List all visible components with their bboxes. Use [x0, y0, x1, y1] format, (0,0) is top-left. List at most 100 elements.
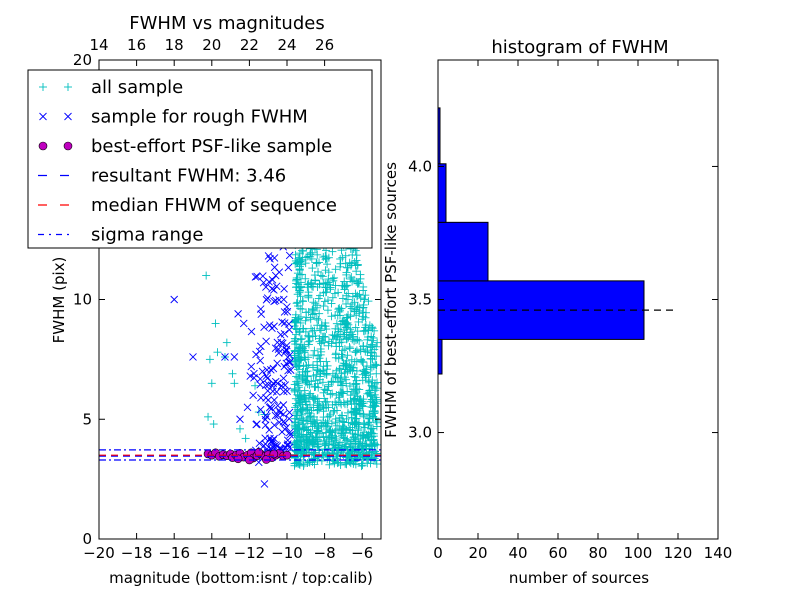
- all-sample-point: [293, 298, 302, 307]
- rough-sample-point: [270, 421, 279, 429]
- all-sample-point: [347, 355, 356, 364]
- all-sample-point: [300, 348, 309, 357]
- all-sample-point: [356, 294, 365, 303]
- rough-sample-point: [275, 406, 283, 415]
- all-sample-point: [372, 460, 381, 469]
- all-sample-point: [295, 249, 304, 258]
- all-sample-point: [371, 360, 380, 369]
- all-sample-point: [348, 429, 357, 438]
- all-sample-point: [309, 363, 318, 372]
- all-sample-point: [347, 304, 356, 313]
- legend-entry: resultant FWHM: 3.46: [38, 166, 286, 187]
- all-sample-point: [321, 439, 330, 448]
- all-sample-point: [340, 285, 349, 294]
- all-sample-point: [360, 295, 369, 304]
- all-sample-point: [318, 272, 327, 281]
- rough-sample-point: [272, 282, 281, 291]
- all-sample-point: [314, 267, 323, 276]
- rough-sample-point: [256, 380, 265, 389]
- rough-sample-point: [279, 401, 288, 409]
- all-sample-point: [298, 296, 307, 305]
- all-sample-point: [297, 430, 306, 439]
- rough-sample-point: [265, 277, 273, 286]
- rough-sample-point: [260, 323, 268, 331]
- legend-entry: sample for rough FWHM: [39, 107, 308, 128]
- all-sample-point: [314, 294, 323, 303]
- psf-sample-point: [269, 449, 279, 459]
- all-sample-point: [333, 421, 342, 430]
- histogram-y-tick-label: 3.5: [408, 291, 432, 309]
- rough-sample-point: [273, 338, 282, 347]
- histogram-x-label: number of sources: [509, 569, 649, 587]
- rough-sample-point: [278, 318, 286, 326]
- rough-sample-point: [285, 251, 294, 260]
- all-sample-point: [319, 302, 328, 311]
- all-sample-point: [331, 281, 340, 290]
- all-sample-point: [318, 450, 327, 459]
- rough-sample-point: [274, 349, 283, 357]
- scatter-y-tick-label: 5: [82, 410, 92, 428]
- scatter-top-tick-label: 26: [315, 36, 334, 54]
- scatter-x-tick-label: −6: [351, 544, 373, 562]
- all-sample-point: [344, 418, 353, 427]
- rough-sample-point: [247, 362, 256, 371]
- all-sample-point: [310, 450, 319, 459]
- all-sample-point: [299, 404, 308, 413]
- all-sample-point: [313, 439, 322, 448]
- all-sample-point: [324, 380, 333, 389]
- histogram-x-tick-label: 20: [468, 544, 487, 562]
- all-sample-point: [313, 250, 322, 259]
- all-sample-point: [314, 442, 323, 451]
- all-sample-point: [290, 430, 299, 439]
- all-sample-point: [345, 343, 354, 352]
- all-sample-point: [361, 313, 370, 322]
- all-sample-point: [317, 456, 326, 465]
- all-sample-point: [295, 314, 304, 323]
- all-sample-point: [318, 429, 327, 438]
- all-sample-point: [335, 342, 344, 351]
- all-sample-point: [338, 294, 347, 303]
- all-sample-point: [348, 419, 357, 428]
- all-sample-point: [328, 247, 337, 256]
- rough-sample-point: [257, 394, 265, 402]
- rough-sample-point: [285, 414, 293, 423]
- all-sample-point: [366, 354, 375, 363]
- rough-sample-point: [283, 307, 292, 316]
- all-sample-point: [236, 424, 244, 433]
- all-sample-point: [338, 352, 347, 361]
- all-sample-point: [305, 332, 314, 341]
- all-sample-point: [323, 283, 332, 292]
- all-sample-point: [336, 259, 345, 268]
- all-sample-point: [368, 336, 377, 345]
- all-sample-point: [317, 321, 326, 330]
- all-sample-point: [318, 378, 327, 387]
- rough-sample-point: [282, 359, 291, 368]
- all-sample-point: [338, 381, 347, 390]
- all-sample-point: [329, 407, 338, 416]
- rough-sample-point: [281, 381, 289, 389]
- scatter-top-ticks: 14 16 18 20 22 24 26: [89, 36, 334, 66]
- all-sample-point: [370, 406, 379, 415]
- all-sample-point: [330, 331, 339, 340]
- rough-sample-point: [278, 428, 286, 436]
- all-sample-point: [358, 358, 367, 367]
- all-sample-point: [333, 311, 342, 320]
- legend-entry: best-effort PSF-like sample: [38, 136, 332, 157]
- legend-label: all sample: [91, 77, 183, 98]
- all-sample-point: [321, 386, 330, 395]
- all-sample-point: [313, 282, 322, 291]
- all-sample-point: [348, 335, 357, 344]
- scatter-y-ticks: 0 5 10 20: [73, 51, 381, 548]
- rough-sample-point: [273, 379, 282, 388]
- all-sample-point: [335, 365, 344, 374]
- rough-sample-point: [284, 263, 293, 272]
- all-sample-point: [342, 268, 351, 277]
- all-sample-point: [359, 395, 368, 404]
- all-sample-point: [351, 389, 360, 398]
- all-sample-point: [341, 440, 350, 449]
- rough-sample-point: [269, 364, 278, 373]
- rough-sample-point: [246, 372, 255, 380]
- all-sample-point: [331, 353, 340, 362]
- all-sample-point: [306, 252, 315, 261]
- all-sample-point: [342, 425, 351, 434]
